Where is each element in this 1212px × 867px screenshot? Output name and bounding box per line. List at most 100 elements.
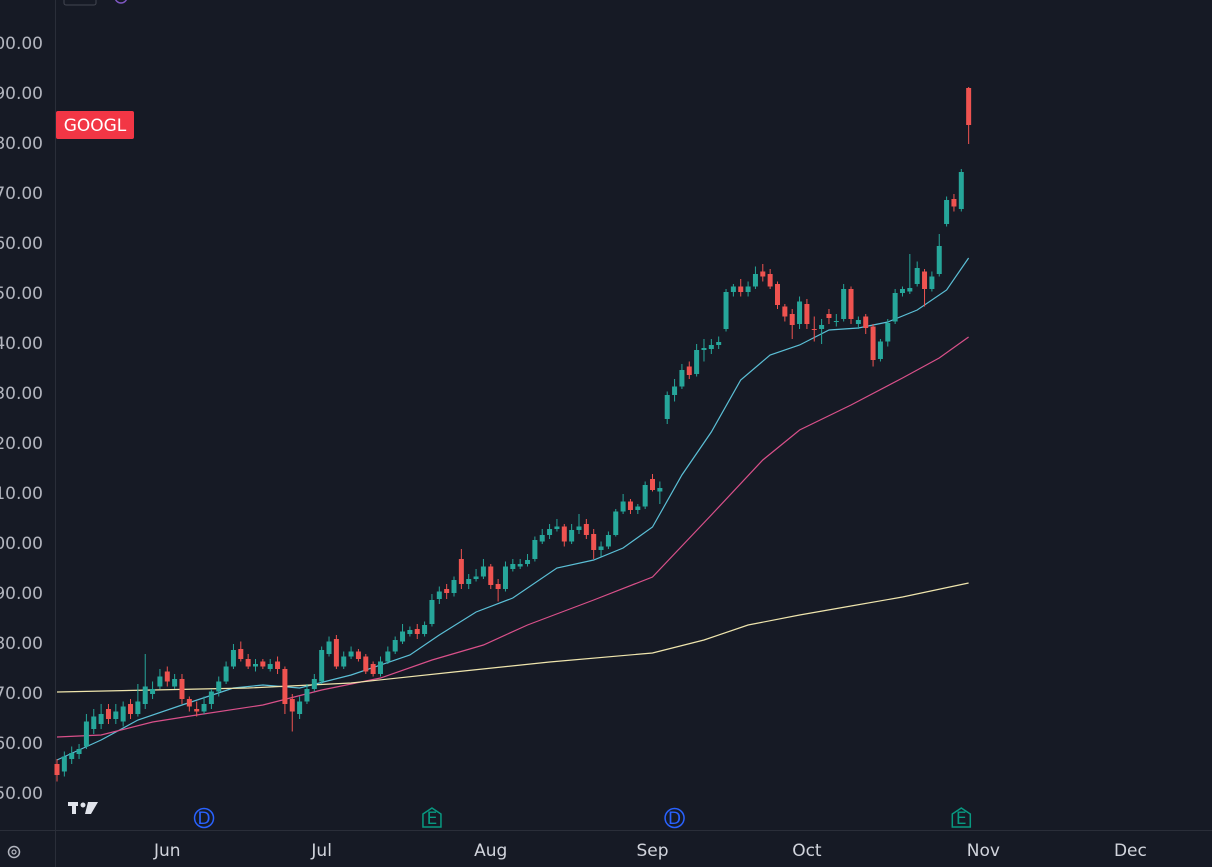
candle-body bbox=[172, 679, 178, 687]
candle-body bbox=[914, 268, 920, 284]
candle-body bbox=[414, 629, 420, 634]
moving-average-line bbox=[56, 257, 970, 761]
candle-body bbox=[326, 641, 332, 654]
candle-body bbox=[216, 681, 222, 692]
price-axis: 150.00 160.00 170.00 180.00 190.00 200.00 210.… bbox=[0, 0, 43, 804]
symbol-label: GOOGL bbox=[64, 116, 127, 136]
candle-body bbox=[833, 321, 839, 322]
candle-body bbox=[569, 530, 575, 542]
candle-body bbox=[929, 276, 935, 289]
x-tick-label: Sep bbox=[636, 841, 668, 861]
candle-body bbox=[488, 566, 494, 585]
candle-body bbox=[635, 506, 641, 510]
candle-body bbox=[319, 650, 325, 682]
candle-body bbox=[774, 284, 780, 305]
candle-body bbox=[605, 535, 611, 547]
candle-body bbox=[76, 749, 82, 754]
candle-body bbox=[885, 323, 891, 342]
candle-body bbox=[877, 341, 883, 359]
candle-body bbox=[701, 348, 707, 350]
candle-body bbox=[392, 640, 398, 652]
y-tick-label: 170.00 bbox=[0, 684, 43, 704]
event-badge-shape bbox=[422, 807, 442, 828]
candle-body bbox=[105, 709, 111, 719]
y-tick-label: 190.00 bbox=[0, 584, 43, 604]
candle-body bbox=[708, 345, 714, 349]
candle-body bbox=[341, 656, 347, 667]
candle-body bbox=[517, 564, 523, 567]
candle-body bbox=[510, 564, 516, 569]
candle-body bbox=[694, 350, 700, 374]
y-tick-label: 290.00 bbox=[0, 84, 43, 104]
candle-body bbox=[730, 286, 736, 292]
y-tick-label: 280.00 bbox=[0, 134, 43, 154]
y-tick-label: 270.00 bbox=[0, 184, 43, 204]
y-tick-label: 260.00 bbox=[0, 234, 43, 254]
candle-body bbox=[179, 679, 185, 699]
candle-body bbox=[142, 686, 148, 704]
candle-body bbox=[495, 584, 501, 589]
candle-body bbox=[723, 292, 729, 329]
x-tick-label: Nov bbox=[967, 841, 1000, 861]
settings-icon[interactable] bbox=[7, 845, 21, 859]
top-indicator bbox=[114, 0, 128, 4]
candle-body bbox=[797, 301, 803, 324]
candle-body bbox=[716, 342, 722, 345]
candle-body bbox=[752, 274, 758, 287]
candle-body bbox=[458, 559, 464, 584]
event-badge: E bbox=[951, 807, 972, 829]
x-tick-label: Jun bbox=[153, 841, 181, 861]
y-tick-label: 250.00 bbox=[0, 284, 43, 304]
candle-body bbox=[348, 651, 354, 657]
candle-body bbox=[745, 286, 751, 292]
candle-body bbox=[238, 649, 244, 659]
y-tick-label: 180.00 bbox=[0, 634, 43, 654]
candle-body bbox=[899, 289, 905, 293]
candle-body bbox=[848, 289, 854, 319]
candle-body bbox=[782, 306, 788, 317]
candle-body bbox=[304, 689, 310, 702]
candle-body bbox=[194, 709, 200, 712]
candle-body bbox=[870, 326, 876, 360]
event-badge-label: D bbox=[197, 809, 210, 829]
candle-body bbox=[120, 706, 126, 722]
candle-body bbox=[819, 325, 825, 329]
candle-body bbox=[289, 699, 295, 712]
candle-body bbox=[657, 488, 663, 492]
y-tick-label: 300.00 bbox=[0, 34, 43, 54]
candle-body bbox=[223, 666, 229, 682]
candle-body bbox=[672, 386, 678, 395]
candle-body bbox=[355, 651, 361, 659]
candle-body bbox=[451, 580, 457, 593]
candle-body bbox=[554, 526, 560, 529]
candle-body bbox=[91, 716, 97, 729]
event-badge-label: E bbox=[427, 809, 438, 829]
candle-body bbox=[253, 664, 259, 667]
y-tick-label: 160.00 bbox=[0, 734, 43, 754]
candle-body bbox=[613, 511, 619, 535]
y-tick-label: 210.00 bbox=[0, 484, 43, 504]
x-tick-label: Oct bbox=[792, 841, 822, 861]
tradingview-logo bbox=[68, 802, 98, 814]
candle-body bbox=[855, 320, 861, 324]
candle-body bbox=[208, 691, 214, 704]
candle-body bbox=[863, 316, 869, 328]
candle-body bbox=[944, 200, 950, 224]
y-tick-label: 150.00 bbox=[0, 784, 43, 804]
candle-body bbox=[400, 631, 406, 642]
candle-body bbox=[907, 288, 913, 292]
x-tick-label: Aug bbox=[474, 841, 507, 861]
candle-body bbox=[480, 566, 486, 577]
candle-body bbox=[576, 526, 582, 530]
candle-body bbox=[83, 721, 89, 747]
candle-body bbox=[377, 661, 383, 674]
candle-body bbox=[591, 534, 597, 550]
event-badge-shape bbox=[664, 807, 685, 829]
candle-body bbox=[370, 664, 376, 674]
candle-body bbox=[429, 600, 435, 624]
candle-body bbox=[627, 501, 633, 510]
candle-body bbox=[164, 671, 170, 682]
top-control[interactable] bbox=[63, 0, 97, 6]
